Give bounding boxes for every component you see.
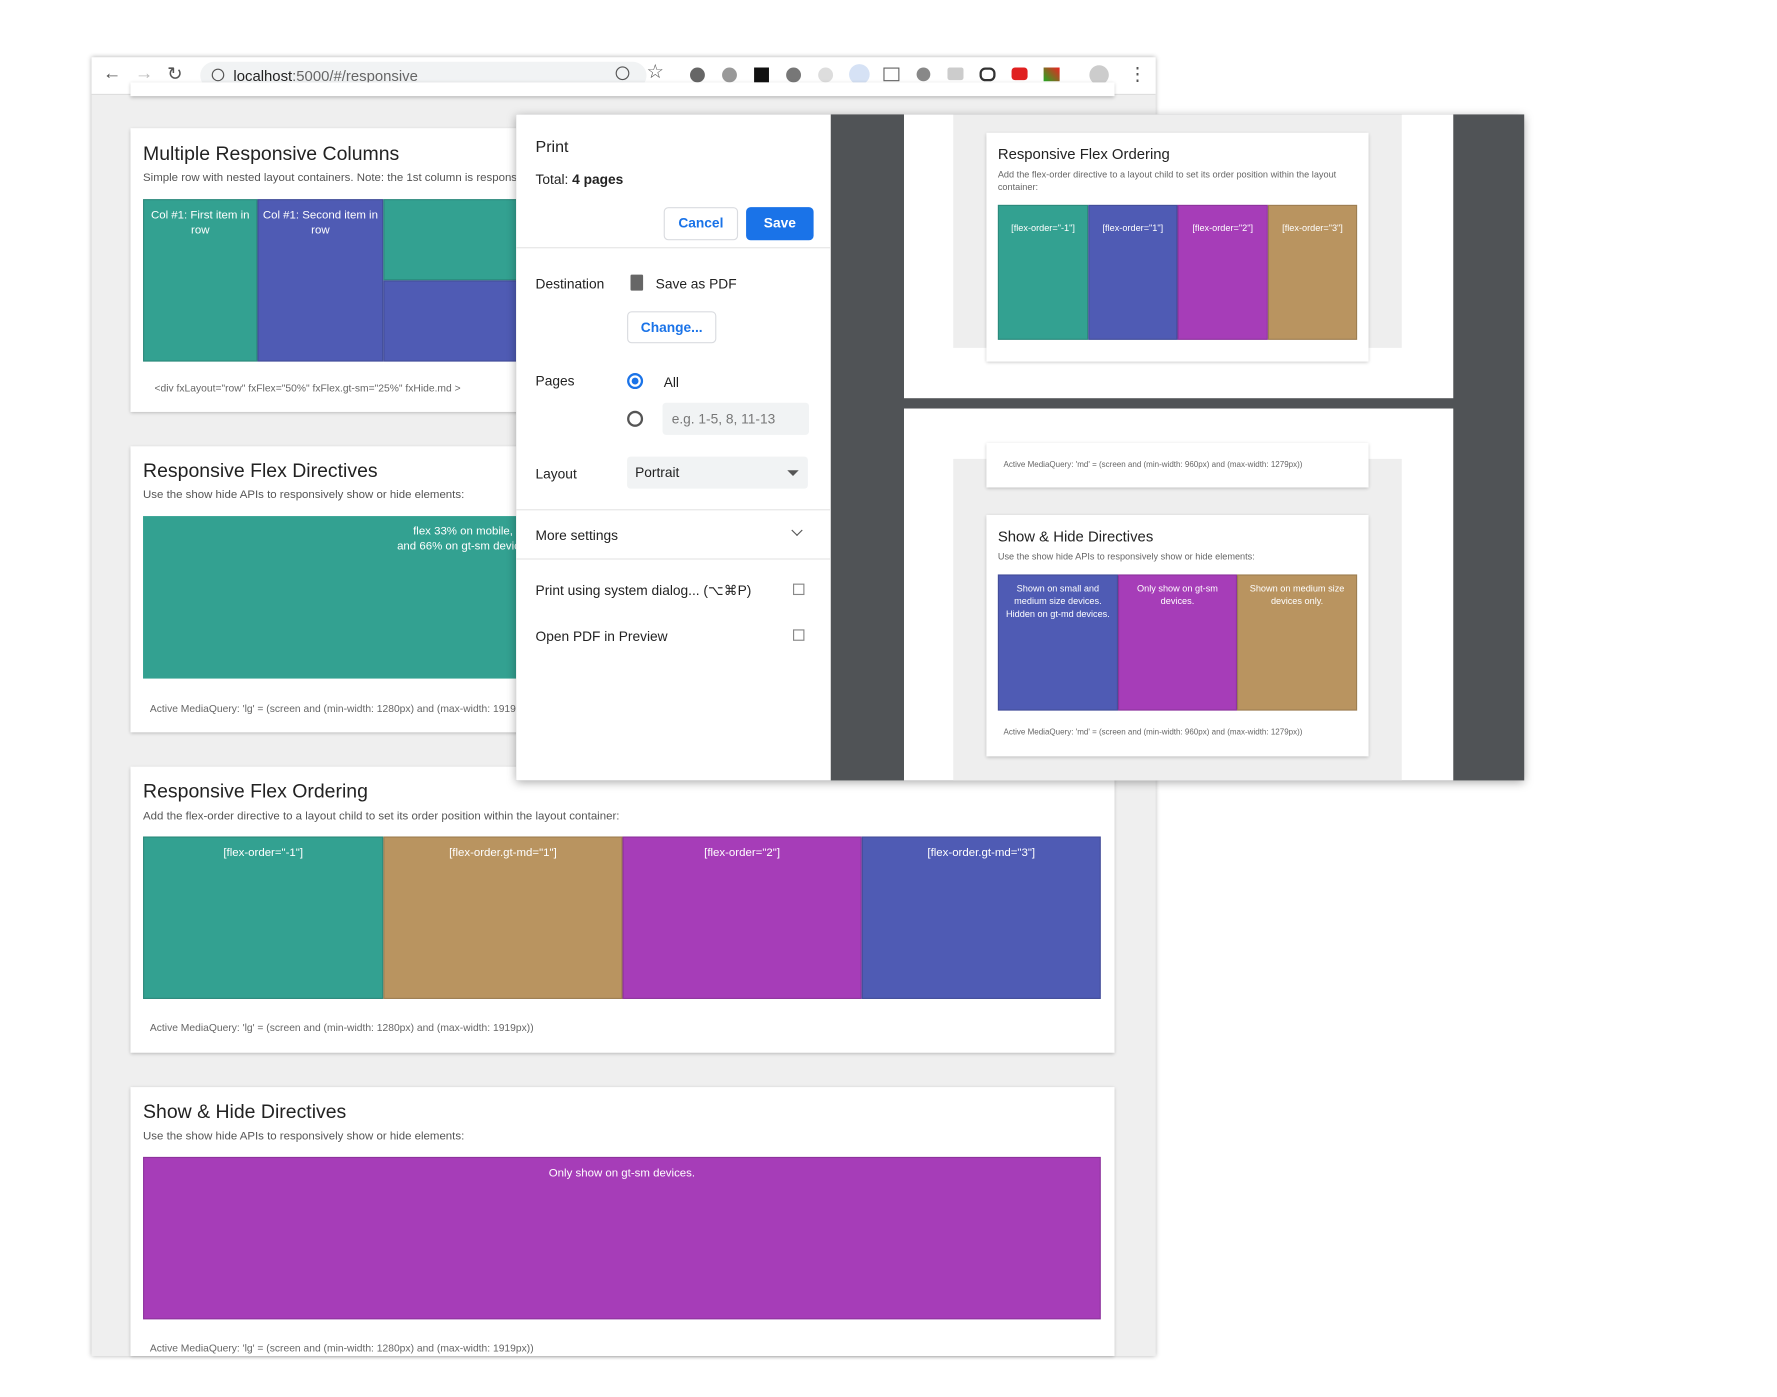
extension-icon[interactable] <box>786 67 802 83</box>
extension-icon[interactable] <box>1011 67 1028 81</box>
star-icon[interactable]: ☆ <box>646 60 664 83</box>
external-icon <box>792 583 805 596</box>
print-dialog: Print Total: 4 pages Cancel Save Destina… <box>516 114 1525 781</box>
card-footer: <div fxLayout="row" fxFlex="50%" fxFlex.… <box>154 382 461 394</box>
dialog-title: Print <box>535 137 569 156</box>
separator <box>516 509 831 511</box>
pages-label: Pages <box>535 373 575 390</box>
card: Responsive Flex Ordering Add the flex-or… <box>130 766 1115 1053</box>
extension-icon[interactable] <box>1043 67 1060 82</box>
open-preview-link[interactable]: Open PDF in Preview <box>535 628 668 645</box>
card-title: Multiple Responsive Columns <box>143 143 400 165</box>
card-description: Simple row with nested layout containers… <box>143 171 520 185</box>
card: Show & Hide Directives Use the show hide… <box>130 1087 1115 1356</box>
external-icon <box>792 629 805 641</box>
toolbar: ← → ↻ localhost:5000/#/responsive ☆ ⋮ <box>91 57 1156 95</box>
separator <box>516 247 831 249</box>
extension-icon[interactable] <box>722 67 737 83</box>
card-description: Use the show hide APIs to responsively s… <box>143 1130 465 1144</box>
layout-box: Only show on gt-sm devices. <box>1117 574 1237 711</box>
change-button[interactable]: Change... <box>627 311 717 344</box>
card-footer: Active MediaQuery: 'lg' = (screen and (m… <box>149 1021 534 1034</box>
box-text: and 66% on gt-sm devic <box>397 540 520 553</box>
extension-icon[interactable] <box>849 64 870 85</box>
layout-box: [flex-order="-1"] <box>997 204 1089 340</box>
card-description: Use the show hide APIs to responsively s… <box>997 551 1255 562</box>
card-footer: Active MediaQuery: 'md' = (screen and (m… <box>1003 728 1303 737</box>
card-footer: Active MediaQuery: 'lg' = (screen and (m… <box>149 1342 534 1354</box>
card-title: Responsive Flex Ordering <box>997 145 1170 163</box>
reload-button[interactable]: ↻ <box>167 65 183 85</box>
card-description: Add the flex-order directive to a layout… <box>997 169 1337 193</box>
zoom-icon[interactable] <box>615 66 630 81</box>
extension-icon[interactable] <box>883 67 900 82</box>
card-description: Use the show hide APIs to responsively s… <box>143 488 465 502</box>
url: localhost:5000/#/responsive <box>233 68 417 85</box>
layout-box: [flex-order.gt-md="1"] <box>383 836 623 999</box>
pdf-icon <box>630 274 644 291</box>
layout-box: Col #1: First item in row <box>143 199 258 362</box>
layout-box: Only show on gt-sm devices. <box>143 1156 1101 1320</box>
layout-select[interactable]: Portrait <box>627 456 808 489</box>
box-text: flex 33% on mobile, <box>413 525 513 538</box>
total-value: 4 pages <box>572 171 624 188</box>
extension-icon[interactable] <box>754 67 769 83</box>
url-path: :5000/#/responsive <box>292 67 418 85</box>
pages-input[interactable]: e.g. 1-5, 8, 11-13 <box>662 402 810 435</box>
chevron <box>791 524 803 537</box>
layout-box: [flex-order="1"] <box>1088 204 1178 340</box>
layout-box: [flex-order="2"] <box>622 836 862 999</box>
extension-icon[interactable] <box>916 67 931 82</box>
layout-label: Layout <box>535 465 577 482</box>
preview-page: Responsive Flex Ordering Add the flex-or… <box>903 114 1454 399</box>
card: Show & Hide Directives Use the show hide… <box>986 514 1369 757</box>
radio-all[interactable] <box>627 373 644 390</box>
radio-all-label: All <box>663 374 679 391</box>
profile-icon[interactable] <box>1089 65 1109 85</box>
extension-icon[interactable] <box>818 67 834 83</box>
layout-box: [flex-order="2"] <box>1177 204 1268 340</box>
forward-button[interactable]: → <box>135 64 154 84</box>
extension-icon[interactable] <box>690 67 705 83</box>
menu-button[interactable]: ⋮ <box>1128 65 1147 85</box>
card <box>130 82 1115 97</box>
layout-box: [flex-order="3"] <box>1267 204 1358 340</box>
layout-box: [flex-order="-1"] <box>143 836 384 999</box>
info-icon <box>211 68 225 82</box>
url-host: localhost <box>233 67 293 85</box>
card-title: Show & Hide Directives <box>997 527 1154 545</box>
card: Active MediaQuery: 'md' = (screen and (m… <box>986 442 1369 488</box>
destination-value: Save as PDF <box>655 275 737 292</box>
separator <box>516 558 831 560</box>
layout-box: Col #1: Second item in row <box>257 199 384 362</box>
card-title: Show & Hide Directives <box>143 1100 347 1123</box>
more-settings[interactable]: More settings <box>535 527 618 544</box>
card-footer: Active MediaQuery: 'md' = (screen and (m… <box>1003 461 1303 470</box>
print-settings: Print Total: 4 pages Cancel Save Destina… <box>516 114 831 781</box>
back-button[interactable]: ← <box>102 64 122 84</box>
system-dialog-link[interactable]: Print using system dialog... (⌥⌘P) <box>535 582 752 599</box>
destination-label: Destination <box>535 275 605 292</box>
card: Responsive Flex Ordering Add the flex-or… <box>986 132 1369 362</box>
total-label: Total: <box>535 171 569 188</box>
card-title: Responsive Flex Directives <box>143 460 378 482</box>
save-button[interactable]: Save <box>746 207 814 241</box>
card-description: Add the flex-order directive to a layout… <box>143 810 620 823</box>
preview-page: Active MediaQuery: 'md' = (screen and (m… <box>903 408 1454 781</box>
card-footer: Active MediaQuery: 'lg' = (screen and (m… <box>149 702 522 715</box>
extension-icon[interactable] <box>947 67 964 81</box>
layout-box: [flex-order.gt-md="3"] <box>861 836 1101 999</box>
radio-custom[interactable] <box>627 410 644 427</box>
layout-box: Shown on medium size devices only. <box>1236 574 1358 711</box>
card-title: Responsive Flex Ordering <box>143 780 368 803</box>
extension-icon[interactable] <box>979 67 996 82</box>
layout-value: Portrait <box>635 464 680 481</box>
cancel-button[interactable]: Cancel <box>663 207 739 241</box>
layout-box: Shown on small and medium size devices. … <box>997 574 1118 711</box>
